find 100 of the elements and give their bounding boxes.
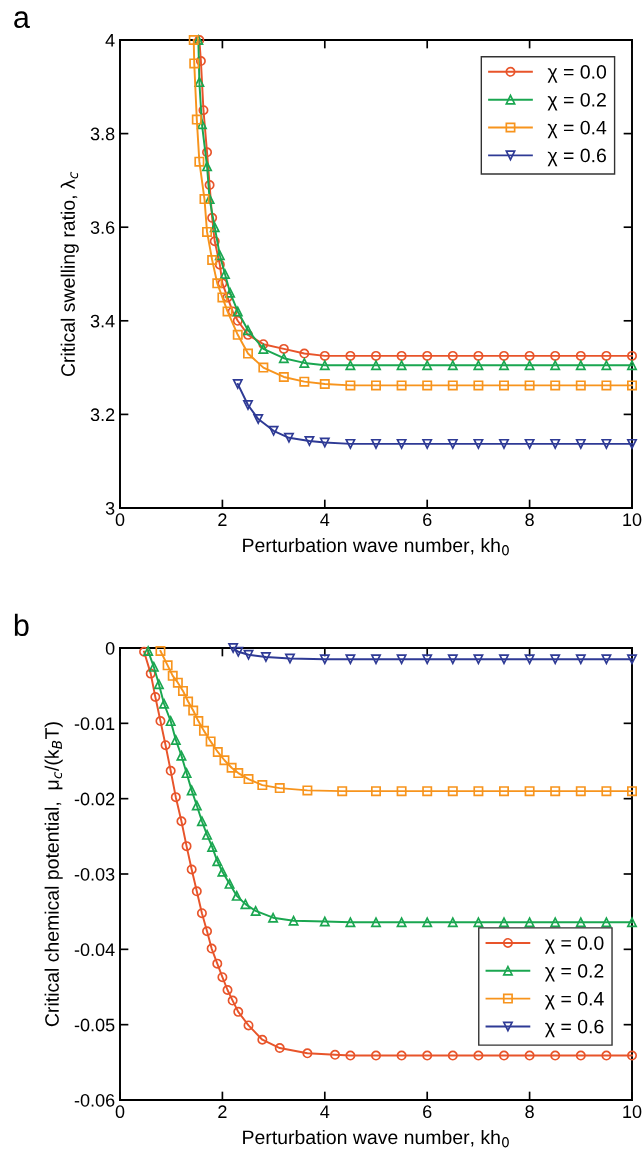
point [345,360,356,371]
point [447,917,458,928]
point [160,740,171,751]
point [288,915,299,926]
point [319,437,330,448]
point [202,161,213,172]
point [204,194,215,205]
point [181,768,192,779]
point [447,786,458,797]
point [257,780,268,791]
point [228,642,239,654]
legend-label: χ = 0.0 [545,936,604,954]
point [319,350,330,361]
point [225,287,236,298]
point [524,360,535,371]
x-axis-title: Perturbation wave number, kh$_{0}$ [243,1129,509,1148]
point [550,380,561,391]
point [258,362,269,373]
x-axis-title: Perturbation wave number, kh$_{0}$ [243,537,509,556]
point [170,734,181,745]
point [473,1050,484,1061]
point [145,668,156,679]
point [202,829,213,840]
point [243,774,254,785]
y-tick-label: -0.02 [74,792,115,806]
point [143,646,154,657]
point [304,436,315,447]
point [601,360,612,371]
point [242,348,254,359]
point [345,654,356,665]
point [396,350,407,361]
point [345,350,356,361]
point [191,886,202,897]
point [396,917,407,928]
point [575,654,586,665]
point [447,654,458,665]
point [370,438,382,449]
point [447,350,458,361]
point [214,250,225,261]
point [626,654,638,665]
point [214,259,225,270]
legend-label: χ = 0.2 [545,963,604,982]
point [422,786,433,797]
point [550,350,561,361]
point [188,705,199,716]
point [330,1049,341,1060]
point [498,360,510,371]
point [176,816,187,827]
point [284,653,295,664]
point [212,958,223,969]
point [498,786,510,797]
point [217,972,228,983]
point [172,677,183,688]
point [498,350,510,361]
point [524,786,535,797]
point [227,306,238,317]
point [204,180,215,191]
point [337,786,348,797]
point [299,348,310,359]
point [219,755,230,766]
point [447,1050,458,1061]
legend-label: χ = 0.4 [545,991,604,1010]
point [242,325,254,336]
point [473,350,484,361]
text: b [14,613,29,637]
point [232,315,243,326]
point [165,716,176,727]
point [232,329,243,340]
point [207,841,218,852]
point [302,785,313,796]
point [181,841,192,852]
point [159,698,170,709]
point [524,1050,535,1061]
point [422,380,433,391]
point [233,768,244,779]
x-tick-label: 2 [218,513,227,526]
point [550,786,561,797]
point [473,654,484,665]
x-tick-label: 6 [423,513,432,527]
point [601,350,612,361]
y-tick-label: 3.4 [90,314,115,328]
point [186,785,197,796]
point [498,654,510,665]
text: a [14,11,30,29]
point [422,1050,433,1061]
y-tick-label: -0.05 [74,1018,115,1032]
point [498,1050,510,1061]
point [217,292,228,303]
point [191,800,202,811]
point [167,670,178,681]
point [626,917,638,928]
point [524,350,535,361]
x-tick-label: 8 [525,1105,534,1119]
point [601,438,612,449]
x-tick-label: 4 [320,513,330,526]
point [447,360,458,371]
point [575,380,586,391]
point [447,438,458,449]
point [524,380,535,391]
point [498,917,510,928]
